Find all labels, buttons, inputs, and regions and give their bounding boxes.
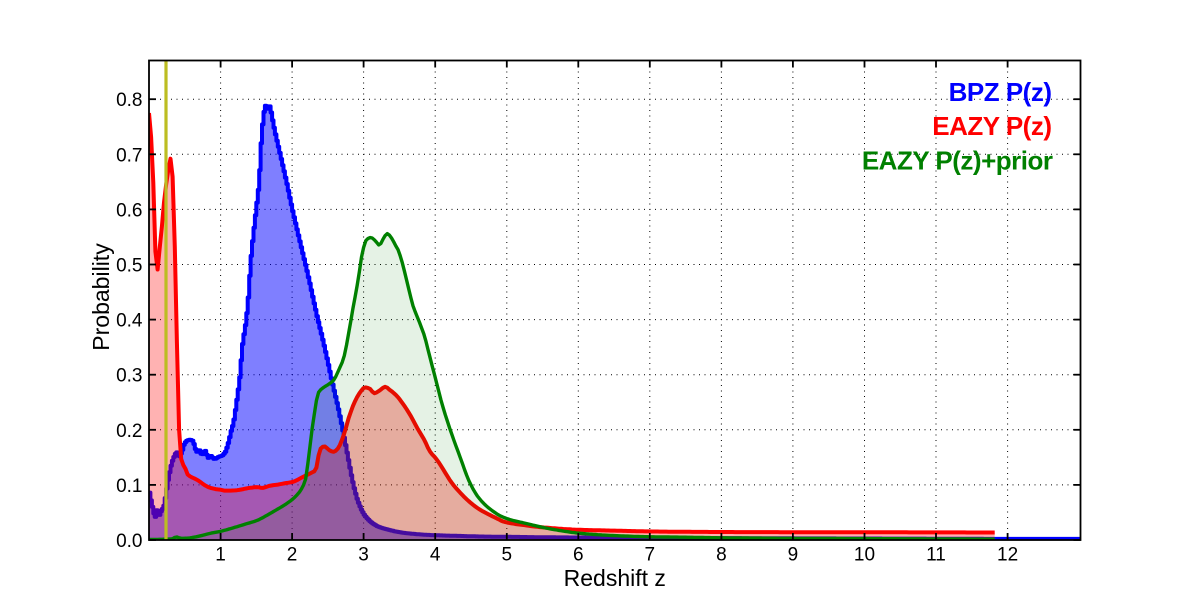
svg-text:0.6: 0.6 xyxy=(116,200,142,221)
svg-text:5: 5 xyxy=(502,545,513,566)
svg-text:0.8: 0.8 xyxy=(116,90,142,111)
svg-text:0.5: 0.5 xyxy=(116,256,142,277)
svg-text:Probability: Probability xyxy=(88,243,114,351)
svg-text:11: 11 xyxy=(926,545,946,566)
svg-text:4: 4 xyxy=(430,545,441,566)
svg-text:EAZY P(z): EAZY P(z) xyxy=(932,111,1051,141)
svg-text:10: 10 xyxy=(854,545,875,566)
svg-text:12: 12 xyxy=(997,545,1018,566)
svg-text:BPZ P(z): BPZ P(z) xyxy=(949,77,1052,107)
svg-text:3: 3 xyxy=(358,545,369,566)
svg-text:1: 1 xyxy=(215,545,226,566)
svg-text:2: 2 xyxy=(287,545,298,566)
svg-text:7: 7 xyxy=(645,545,656,566)
svg-text:Redshift z: Redshift z xyxy=(564,565,666,591)
svg-text:6: 6 xyxy=(573,545,584,566)
svg-text:EAZY P(z)+prior: EAZY P(z)+prior xyxy=(862,146,1053,176)
svg-text:0.0: 0.0 xyxy=(116,531,142,552)
svg-text:0.4: 0.4 xyxy=(116,311,143,332)
svg-text:0.1: 0.1 xyxy=(116,476,142,497)
svg-text:9: 9 xyxy=(788,545,799,566)
svg-text:0.7: 0.7 xyxy=(116,145,142,166)
svg-text:0.2: 0.2 xyxy=(116,421,142,442)
svg-text:0.3: 0.3 xyxy=(116,366,142,387)
svg-text:8: 8 xyxy=(716,545,727,566)
